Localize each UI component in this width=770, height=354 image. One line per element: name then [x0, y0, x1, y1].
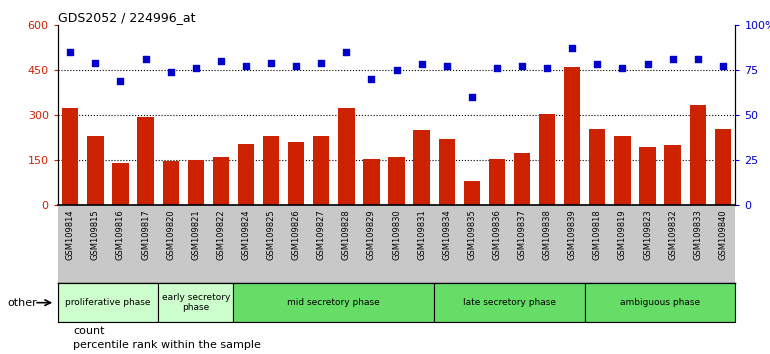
Point — [490, 65, 503, 71]
Text: GSM109825: GSM109825 — [266, 209, 276, 260]
Text: GSM109839: GSM109839 — [567, 209, 577, 260]
Bar — [489, 159, 505, 205]
Bar — [288, 142, 304, 205]
Bar — [589, 129, 605, 205]
Point — [290, 63, 303, 69]
Text: GSM109832: GSM109832 — [668, 209, 677, 260]
Text: GSM109823: GSM109823 — [643, 209, 652, 260]
Text: GSM109833: GSM109833 — [693, 209, 702, 260]
Text: GSM109815: GSM109815 — [91, 209, 100, 260]
Text: GSM109829: GSM109829 — [367, 209, 376, 260]
Text: late secretory phase: late secretory phase — [463, 298, 556, 307]
Text: GSM109814: GSM109814 — [65, 209, 75, 260]
Point — [265, 60, 277, 65]
Bar — [62, 108, 79, 205]
Text: other: other — [8, 298, 38, 308]
Bar — [439, 139, 455, 205]
Text: GSM109816: GSM109816 — [116, 209, 125, 260]
Point — [239, 63, 252, 69]
Bar — [363, 159, 380, 205]
Text: GSM109826: GSM109826 — [292, 209, 300, 260]
Text: GSM109822: GSM109822 — [216, 209, 226, 260]
Point — [516, 63, 528, 69]
Bar — [690, 104, 706, 205]
Text: percentile rank within the sample: percentile rank within the sample — [73, 340, 261, 350]
Bar — [87, 136, 103, 205]
Bar — [188, 160, 204, 205]
Bar — [158, 283, 233, 322]
Bar — [112, 163, 129, 205]
Text: GSM109838: GSM109838 — [543, 209, 551, 260]
Point — [315, 60, 327, 65]
Bar — [715, 129, 731, 205]
Point — [691, 56, 704, 62]
Bar — [584, 283, 735, 322]
Text: GSM109834: GSM109834 — [442, 209, 451, 260]
Point — [466, 94, 478, 100]
Bar — [539, 114, 555, 205]
Text: GSM109824: GSM109824 — [242, 209, 250, 260]
Point — [215, 58, 227, 64]
Point — [591, 62, 604, 67]
Bar — [434, 283, 584, 322]
Text: proliferative phase: proliferative phase — [65, 298, 151, 307]
Bar — [162, 161, 179, 205]
Bar — [263, 136, 280, 205]
Point — [165, 69, 177, 75]
Text: GSM109828: GSM109828 — [342, 209, 351, 260]
Text: GSM109820: GSM109820 — [166, 209, 176, 260]
Point — [667, 56, 679, 62]
Text: GSM109836: GSM109836 — [493, 209, 501, 260]
Text: ambiguous phase: ambiguous phase — [620, 298, 700, 307]
Point — [365, 76, 377, 82]
Point — [566, 45, 578, 51]
Bar — [464, 181, 480, 205]
Text: GSM109817: GSM109817 — [141, 209, 150, 260]
Text: GSM109827: GSM109827 — [316, 209, 326, 260]
Bar — [564, 67, 581, 205]
Point — [717, 63, 729, 69]
Bar — [313, 136, 330, 205]
Point — [114, 78, 126, 84]
Point — [390, 67, 403, 73]
Point — [416, 62, 428, 67]
Bar — [514, 153, 531, 205]
Text: GSM109830: GSM109830 — [392, 209, 401, 260]
Point — [139, 56, 152, 62]
Bar — [338, 108, 354, 205]
Point — [641, 62, 654, 67]
Bar — [614, 136, 631, 205]
Text: GSM109818: GSM109818 — [593, 209, 602, 260]
Point — [541, 65, 554, 71]
Bar — [238, 144, 254, 205]
Point — [189, 65, 202, 71]
Point — [340, 49, 353, 55]
Bar — [639, 147, 656, 205]
Bar — [213, 157, 229, 205]
Text: GSM109819: GSM109819 — [618, 209, 627, 260]
Bar — [413, 130, 430, 205]
Text: GSM109840: GSM109840 — [718, 209, 728, 260]
Text: early secretory
phase: early secretory phase — [162, 293, 230, 312]
Text: GSM109821: GSM109821 — [191, 209, 200, 260]
Text: GSM109831: GSM109831 — [417, 209, 426, 260]
Bar — [388, 157, 405, 205]
Text: GDS2052 / 224996_at: GDS2052 / 224996_at — [58, 11, 196, 24]
Point — [64, 49, 76, 55]
Text: count: count — [73, 326, 105, 336]
Text: GSM109835: GSM109835 — [467, 209, 477, 260]
Bar — [233, 283, 434, 322]
Bar — [58, 283, 158, 322]
Bar — [665, 145, 681, 205]
Bar — [137, 116, 154, 205]
Point — [440, 63, 453, 69]
Text: GSM109837: GSM109837 — [517, 209, 527, 260]
Point — [616, 65, 628, 71]
Text: mid secretory phase: mid secretory phase — [287, 298, 380, 307]
Point — [89, 60, 102, 65]
